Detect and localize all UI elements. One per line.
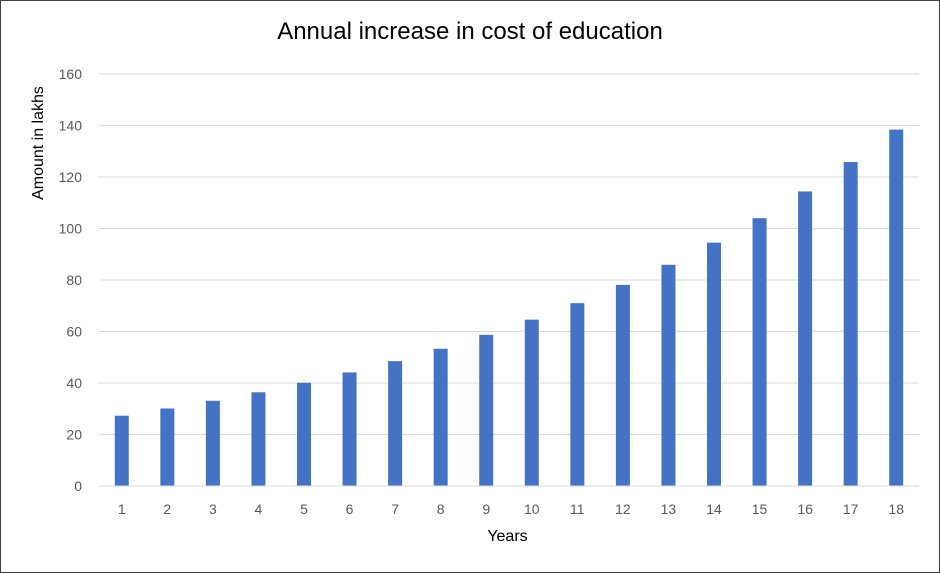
- x-tick-label: 12: [615, 501, 631, 517]
- x-tick-labels: 1 2 3 4 5 6 7 8 9 10 11 12 13 14 15 16 17 18: [118, 501, 904, 517]
- y-tick-labels: 0 20 40 60 80 100 120 140 160: [59, 66, 83, 494]
- x-tick-label: 4: [255, 501, 263, 517]
- x-tick-label: 5: [300, 501, 308, 517]
- bar-year-15: [752, 218, 767, 486]
- bar-year-2: [160, 408, 175, 486]
- x-tick-label: 2: [163, 501, 171, 517]
- bar-year-14: [707, 242, 721, 486]
- x-tick-label: 6: [346, 501, 354, 517]
- x-tick-label: 16: [797, 501, 813, 517]
- x-tick-label: 14: [706, 501, 722, 517]
- chart-title: Annual increase in cost of education: [277, 18, 663, 45]
- gridlines: [99, 73, 919, 435]
- x-tick-label: 9: [482, 501, 490, 517]
- bar-year-4: [251, 392, 266, 486]
- y-tick-label: 100: [59, 221, 83, 237]
- y-tick-label: 40: [66, 375, 82, 391]
- bar-year-18: [889, 129, 904, 486]
- bar-year-5: [297, 382, 311, 486]
- bar-year-11: [570, 303, 585, 486]
- y-tick-label: 60: [66, 324, 82, 340]
- y-tick-label: 140: [59, 118, 83, 134]
- bar-year-8: [433, 348, 448, 486]
- bar-year-7: [388, 361, 403, 486]
- bars: [114, 129, 904, 487]
- x-tick-label: 7: [391, 501, 399, 517]
- bar-year-16: [798, 191, 813, 487]
- y-tick-label: 20: [66, 427, 82, 443]
- x-tick-label: 8: [437, 501, 445, 517]
- y-tick-label: 80: [66, 272, 82, 288]
- x-tick-label: 18: [888, 501, 904, 517]
- y-tick-label: 160: [59, 66, 83, 82]
- bar-year-6: [342, 372, 357, 486]
- x-axis-title: Years: [487, 528, 528, 545]
- bar-year-13: [661, 264, 676, 486]
- x-tick-label: 17: [843, 501, 859, 517]
- x-tick-label: 3: [209, 501, 217, 517]
- bar-year-9: [479, 334, 494, 486]
- bar-year-10: [524, 319, 539, 486]
- y-tick-label: 0: [74, 478, 82, 494]
- y-tick-label: 120: [59, 169, 83, 185]
- x-tick-label: 10: [524, 501, 540, 517]
- x-tick-label: 15: [752, 501, 768, 517]
- x-tick-label: 1: [118, 501, 126, 517]
- bar-year-3: [205, 400, 220, 486]
- bar-year-12: [615, 284, 630, 486]
- x-tick-label: 13: [661, 501, 677, 517]
- x-tick-label: 11: [570, 501, 585, 517]
- bar-year-17: [843, 162, 858, 486]
- bar-year-1: [114, 415, 129, 486]
